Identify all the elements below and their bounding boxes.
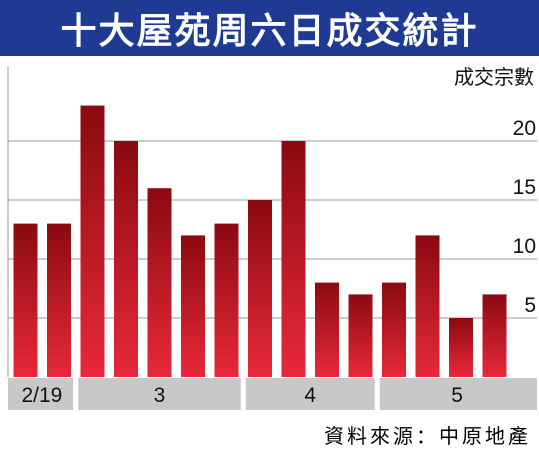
month-band-segment [379,378,537,410]
month-band-segment [8,378,74,410]
bar [114,141,138,377]
bar [449,318,473,377]
x-tick-label: 5 [451,384,463,407]
title-bar: 十大屋苑周六日成交統計 [0,0,539,56]
y-tick-label: 5 [524,294,536,317]
bar [248,200,272,377]
bar [80,105,105,377]
bar [13,223,38,377]
x-axis-band: 2/19 3 4 5 [8,378,537,410]
bar [47,223,71,377]
bar [214,223,239,377]
bar [382,282,406,377]
month-band-segment [245,378,375,410]
bar [281,141,306,377]
bar [315,282,339,377]
y-axis-label: 成交宗數 [454,65,534,89]
x-tick-label: 4 [304,384,316,407]
bar [415,235,440,377]
bar [181,235,205,377]
x-tick-label: 2/19 [21,384,62,407]
month-band-segment [78,378,241,410]
bar [147,188,172,377]
source-note: 資料來源：中原地產 [324,424,531,448]
x-tick-label: 3 [154,384,166,407]
y-tick-label: 15 [513,176,536,199]
bars [13,105,507,377]
chart-title: 十大屋苑周六日成交統計 [60,11,479,52]
y-tick-label: 10 [513,235,536,258]
bar [348,294,373,377]
bar [482,294,507,377]
y-tick-label: 20 [513,117,536,140]
bar-chart: 2/19 3 4 5 5 10 15 20 成交宗數 [7,65,537,410]
y-axis-ticks: 5 10 15 20 [513,117,536,317]
